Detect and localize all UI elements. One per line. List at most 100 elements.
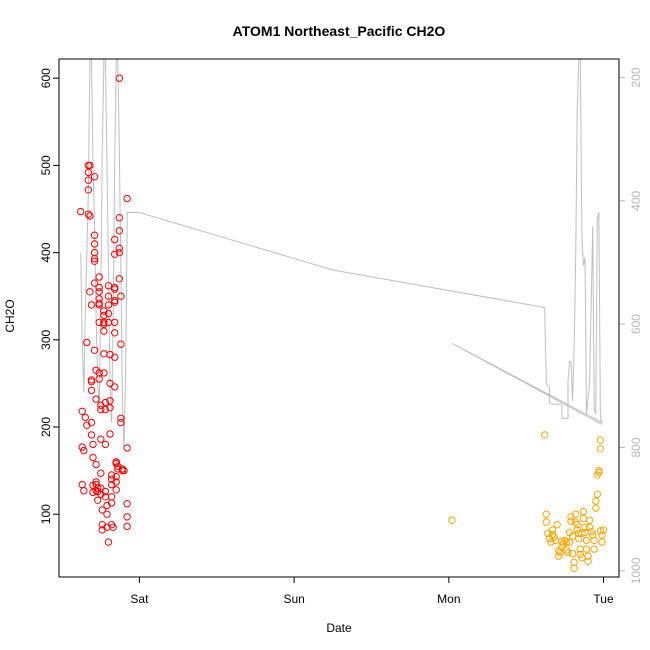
y2-tick-label: 200 [629,67,643,87]
data-point [567,517,575,525]
data-point [123,522,131,531]
chart-title: ATOM1 Northeast_Pacific CH2O [233,23,446,39]
data-point [584,552,592,560]
data-point [103,510,111,518]
data-point [81,413,90,422]
data-point [86,212,94,220]
data-point [448,516,456,524]
y-tick-label: 500 [39,155,53,175]
data-point [100,369,108,377]
y-tick-label: 400 [39,242,53,262]
data-point [104,292,113,300]
data-point [112,486,120,494]
data-point [587,528,595,536]
data-point [544,529,552,538]
data-point [582,536,591,545]
data-point [100,350,108,358]
data-point [90,173,99,181]
data-point [101,405,110,414]
data-point [572,510,580,518]
data-point [90,231,99,239]
data-point [89,453,97,462]
data-point [92,395,100,403]
data-point [101,398,110,407]
data-point [598,538,606,546]
data-point [87,431,96,439]
data-point [115,275,124,283]
data-point [111,383,119,391]
data-point [106,404,114,412]
data-point [573,521,581,529]
data-point [95,301,103,309]
data-point [84,176,93,184]
data-point [117,292,125,300]
data-point [111,329,119,337]
data-point [106,379,114,388]
data-point [115,74,124,82]
y2-tick-label: 800 [629,437,643,457]
data-point [90,279,99,287]
data-point [111,298,119,306]
data-point [120,466,128,475]
x-tick-label: Sun [283,592,304,606]
data-point [104,301,113,309]
y2-tick-label: 600 [629,314,643,334]
data-point [541,431,549,439]
data-point [570,564,578,572]
data-point [595,466,603,475]
y2-tick-label: 400 [629,191,643,211]
data-point [98,506,107,514]
data-point [106,397,114,405]
data-point [100,327,108,335]
data-point [84,168,93,177]
altitude-line-layer [80,59,603,449]
y-tick-label: 100 [39,504,53,524]
data-point [111,235,119,244]
data-point [592,497,600,505]
data-point [117,340,125,348]
data-point [104,538,113,546]
data-point [107,493,116,501]
data-point [109,523,117,531]
data-point [117,414,125,422]
data-point [568,532,577,540]
x-tick-label: Tue [593,592,614,606]
data-point [581,523,589,531]
data-point [579,507,588,516]
data-point [568,549,577,558]
axes-layer: 100 200 300 400 500 600 200 400 600 800 1000 Sat Sun… [39,67,643,606]
x-tick-label: Sat [130,592,149,606]
y-tick-label: 200 [39,417,53,437]
data-point [90,346,99,354]
data-point [582,545,591,553]
data-point [576,550,584,558]
data-point [87,386,96,395]
data-point [106,430,114,438]
data-point [555,552,563,560]
data-point [78,443,86,451]
x-tick-label: Mon [437,592,460,606]
data-point [77,207,85,216]
data-point [95,283,103,292]
data-point [596,436,605,444]
data-point [101,487,110,496]
data-point [100,320,108,328]
data-point [95,375,103,383]
data-point [578,529,586,538]
x-axis-label: Date [326,621,352,635]
data-point [86,161,94,170]
data-point [111,285,119,293]
data-point [90,240,99,248]
data-point [97,405,105,414]
data-point [556,548,564,557]
data-point [561,536,569,545]
data-point [596,445,605,453]
data-point [111,250,119,259]
data-point [101,440,110,449]
data-point [95,273,103,281]
y-tick-label: 300 [39,329,53,349]
data-point [599,526,608,534]
data-point [97,469,105,477]
data-point [92,460,100,469]
